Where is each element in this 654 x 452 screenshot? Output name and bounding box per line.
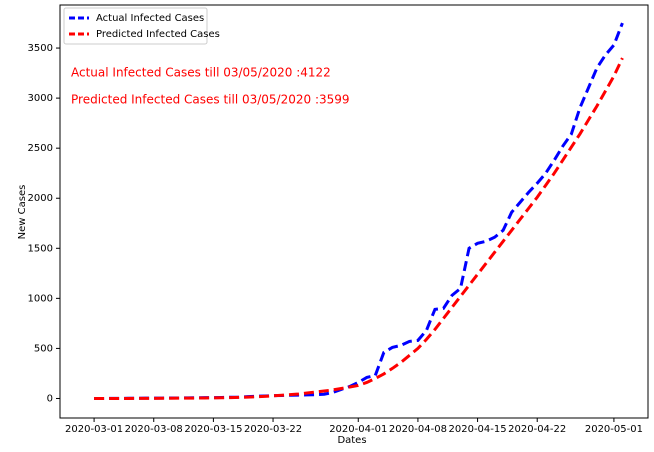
- x-tick-label: 2020-03-08: [125, 424, 183, 435]
- y-tick-label: 3500: [28, 43, 53, 54]
- x-tick-label: 2020-03-01: [65, 424, 123, 435]
- y-tick-label: 0: [47, 393, 53, 404]
- legend-box: [63, 7, 208, 45]
- legend-label: Predicted Infected Cases: [96, 29, 220, 40]
- legend-label: Actual Infected Cases: [96, 13, 204, 24]
- y-tick-label: 2000: [28, 193, 53, 204]
- y-tick-label: 1500: [28, 243, 53, 254]
- x-tick-label: 2020-03-15: [184, 424, 242, 435]
- x-tick-label: 2020-04-15: [449, 424, 507, 435]
- series-line: [94, 57, 624, 400]
- x-tick-label: 2020-05-01: [585, 424, 643, 435]
- x-tick-label: 2020-04-08: [389, 424, 447, 435]
- plot-frame: [59, 4, 649, 419]
- x-tick-label: 2020-04-01: [329, 424, 387, 435]
- x-tick-label: 2020-04-22: [508, 424, 566, 435]
- y-tick-label: 2500: [28, 143, 53, 154]
- y-tick-label: 3000: [28, 93, 53, 104]
- annotation: Actual Infected Cases till 03/05/2020 :4…: [71, 66, 331, 80]
- annotation: Predicted Infected Cases till 03/05/2020…: [71, 93, 350, 107]
- y-axis-label: New Cases: [17, 185, 28, 240]
- y-tick-label: 1000: [28, 293, 53, 304]
- x-tick-label: 2020-03-22: [244, 424, 302, 435]
- y-tick-label: 500: [34, 343, 53, 354]
- x-axis-label: Dates: [337, 435, 366, 446]
